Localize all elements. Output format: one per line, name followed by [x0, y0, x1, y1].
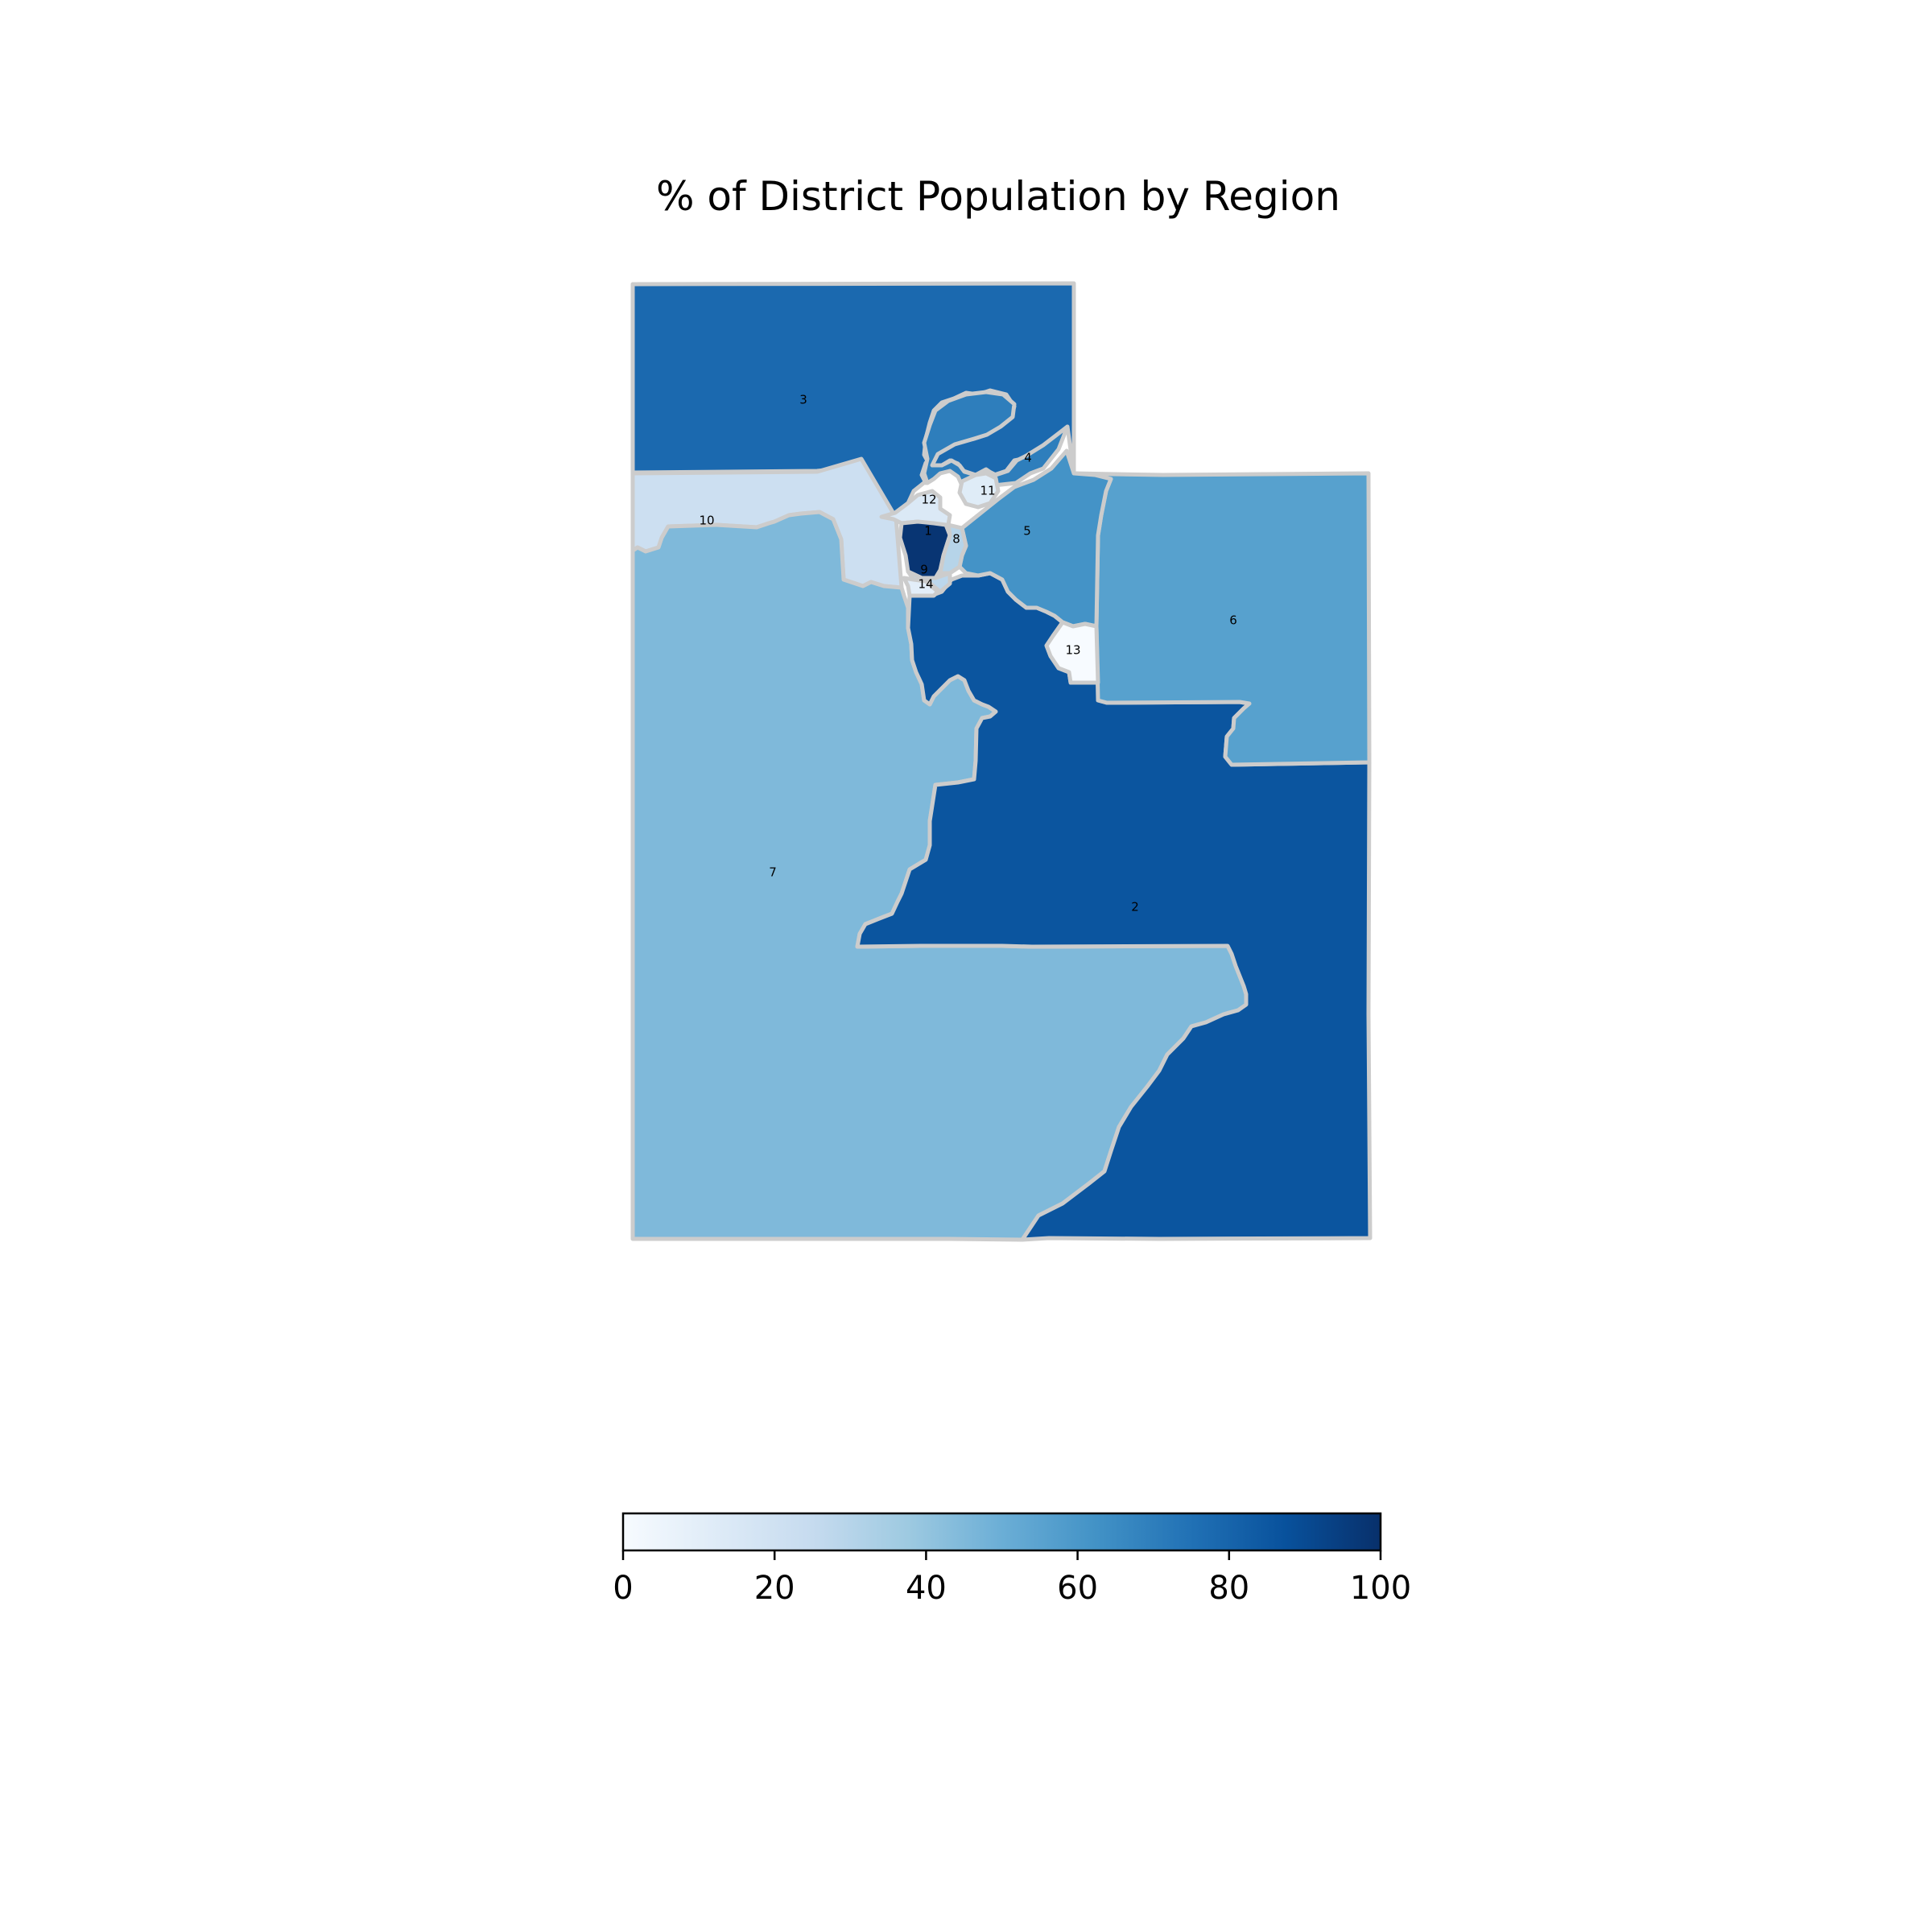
colorbar-tick-label-80: 80	[1208, 1570, 1249, 1607]
region-label-14: 14	[918, 577, 933, 592]
colorbar: 0 20 40 60 80 100	[613, 1512, 1411, 1607]
region-label-10: 10	[699, 514, 714, 528]
region-label-1: 1	[924, 524, 932, 539]
colorbar-tick-label-100: 100	[1350, 1570, 1411, 1607]
region-label-5: 5	[1023, 524, 1031, 539]
region-labels-layer: 3 10 7 2 6 5 4 11 12 1 8 914 13	[699, 393, 1236, 914]
region-label-11: 11	[980, 484, 995, 498]
colorbar-tick-label-0: 0	[613, 1570, 633, 1607]
region-label-9: 9	[920, 563, 928, 577]
colorbar-tick-label-20: 20	[754, 1570, 795, 1607]
region-label-4: 4	[1024, 451, 1032, 465]
region-8	[938, 522, 968, 576]
region-13	[1044, 620, 1100, 685]
region-14	[902, 576, 940, 598]
region-label-8: 8	[952, 532, 960, 547]
region-label-13: 13	[1065, 643, 1080, 658]
region-label-3: 3	[799, 393, 807, 407]
colorbar-gradient	[621, 1512, 1382, 1552]
region-label-12: 12	[921, 493, 936, 507]
region-label-7: 7	[769, 865, 777, 880]
region-11	[957, 471, 1001, 510]
region-label-2: 2	[1131, 900, 1139, 914]
region-4	[922, 390, 1070, 493]
colorbar-tick-label-60: 60	[1057, 1570, 1098, 1607]
colorbar-ticks: 0 20 40 60 80 100	[613, 1550, 1411, 1607]
colorbar-tick-label-40: 40	[906, 1570, 947, 1607]
chart-title: % of District Population by Region	[656, 173, 1340, 220]
regions-layer	[630, 281, 1373, 1242]
region-label-6: 6	[1229, 613, 1237, 628]
